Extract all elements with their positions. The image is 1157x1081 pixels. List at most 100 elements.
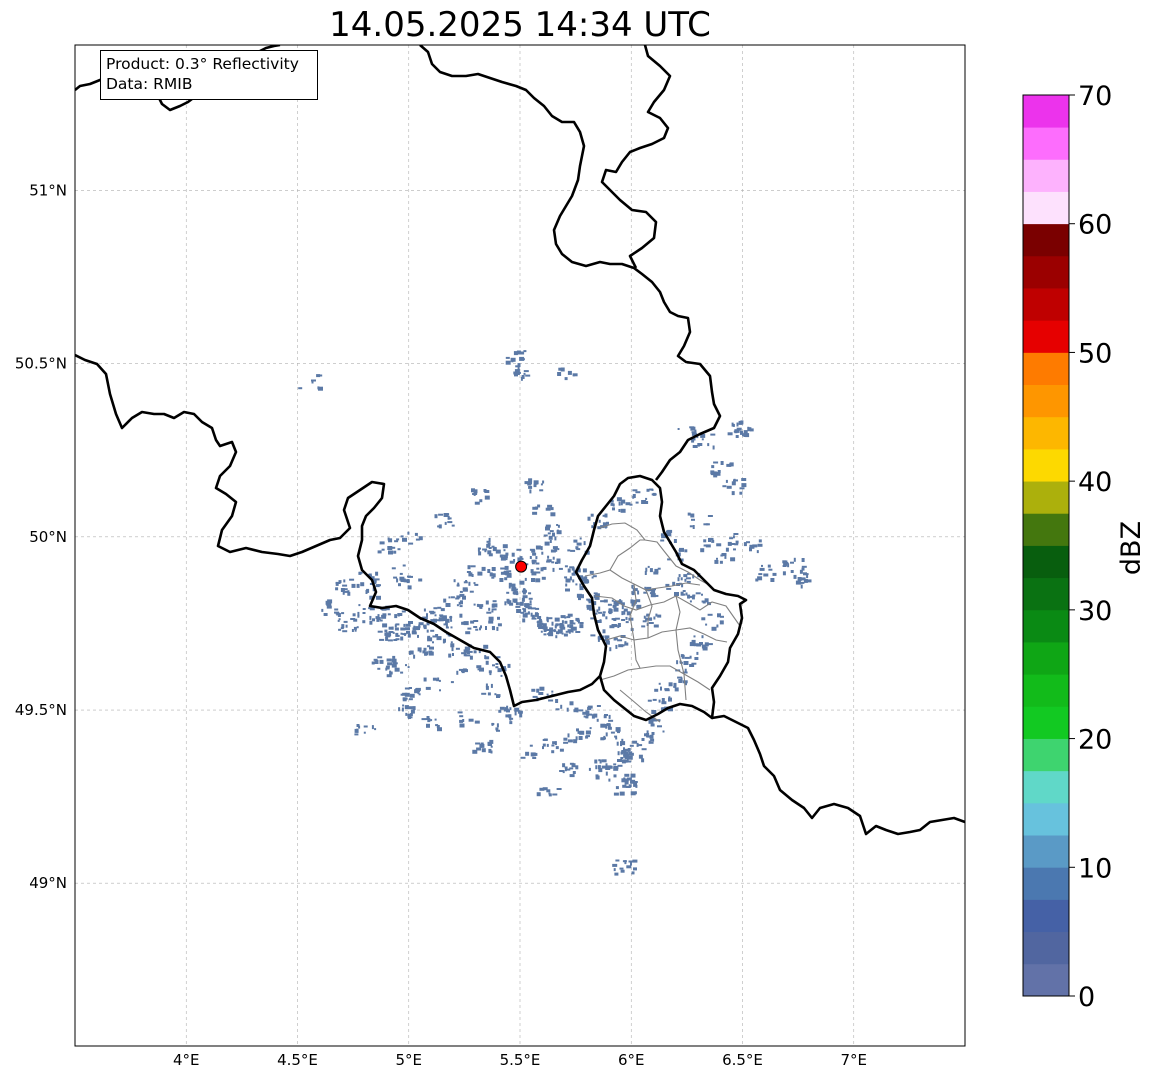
echo-pixel	[452, 653, 454, 656]
echo-pixel	[531, 754, 534, 757]
echo-pixel	[445, 603, 451, 607]
echo-pixel	[743, 542, 747, 547]
border-luxembourg	[574, 474, 748, 722]
echo-pixel	[432, 635, 437, 638]
echo-pixel	[544, 541, 550, 546]
echo-pixel	[509, 707, 512, 711]
colorbar-segment	[1023, 577, 1069, 611]
echo-pixel	[443, 513, 449, 517]
echo-pixel	[578, 596, 581, 601]
echo-pixel	[677, 577, 680, 582]
echo-pixel	[479, 667, 484, 672]
echo-pixel	[649, 488, 654, 491]
echo-pixel	[497, 668, 502, 673]
echo-pixel	[627, 748, 631, 751]
echo-pixel	[519, 602, 522, 606]
echo-pixel	[415, 687, 421, 691]
echo-pixel	[732, 535, 735, 539]
lat-tick-label: 49°N	[29, 874, 67, 892]
echo-pixel	[369, 583, 373, 585]
echo-pixel	[523, 350, 527, 353]
map-area[interactable]	[75, 45, 965, 1046]
echo-pixel	[546, 743, 549, 747]
echo-pixel	[466, 571, 471, 573]
echo-pixel	[621, 611, 624, 616]
colorbar-tick-label: 20	[1078, 725, 1112, 756]
echo-pixel	[528, 597, 533, 600]
echo-pixel	[674, 687, 679, 692]
echo-pixel	[502, 666, 506, 670]
echo-pixel	[488, 553, 493, 557]
echo-pixel	[477, 668, 481, 671]
echo-pixel	[571, 568, 575, 571]
echo-pixel	[658, 682, 661, 685]
colorbar-segment	[1023, 95, 1069, 128]
echo-pixel	[335, 587, 339, 591]
echo-pixel	[414, 532, 418, 536]
echo-pixel	[605, 616, 608, 620]
echo-pixel	[379, 638, 385, 641]
echo-pixel	[701, 593, 703, 596]
echo-pixel	[409, 687, 412, 689]
echo-pixel	[650, 723, 655, 727]
echo-pixel	[559, 748, 564, 752]
echo-pixel	[541, 551, 544, 555]
echo-pixel	[450, 641, 453, 644]
echo-pixel	[488, 670, 492, 674]
echo-pixel	[492, 664, 495, 667]
echo-pixel	[731, 422, 734, 427]
colorbar-tick-label: 30	[1078, 596, 1112, 627]
echo-pixel	[433, 618, 437, 623]
echo-pixel	[602, 613, 606, 617]
echo-pixel	[436, 636, 442, 641]
echo-pixel	[492, 600, 497, 603]
echo-pixel	[521, 597, 525, 602]
echo-pixel	[519, 601, 524, 606]
echo-pixel	[374, 578, 380, 581]
echo-pixel	[474, 501, 480, 505]
echo-pixel	[648, 741, 654, 744]
echo-pixel	[546, 789, 551, 793]
echo-pixel	[569, 566, 575, 569]
echo-pixel	[560, 704, 563, 709]
echo-pixel	[505, 360, 511, 365]
echo-pixel	[558, 567, 563, 570]
echo-pixel	[563, 737, 568, 741]
echo-pixel	[372, 618, 375, 622]
echo-pixel	[799, 581, 805, 584]
echo-pixel	[564, 565, 568, 568]
echo-pixel	[579, 622, 584, 624]
echo-pixel	[555, 623, 559, 627]
echo-pixel	[720, 554, 724, 557]
echo-pixel	[625, 753, 630, 758]
echo-pixel	[398, 583, 401, 587]
echo-pixel	[459, 715, 464, 718]
echo-pixel	[553, 629, 556, 633]
echo-pixel	[625, 621, 629, 624]
echo-pixel	[565, 588, 570, 592]
echo-pixel	[651, 589, 656, 594]
echo-pixel	[631, 591, 635, 596]
echo-pixel	[377, 656, 383, 659]
echo-pixel	[682, 671, 688, 674]
echo-pixel	[607, 723, 611, 728]
echo-pixel	[649, 568, 653, 573]
echo-pixel	[434, 718, 437, 721]
echo-pixel	[392, 662, 398, 665]
echo-pixel	[492, 573, 496, 578]
echo-pixel	[485, 656, 490, 660]
colorbar-tick-label: 60	[1078, 210, 1112, 241]
echo-pixel	[352, 613, 356, 617]
echo-pixel	[406, 630, 410, 634]
echo-pixel	[633, 782, 638, 787]
echo-pixel	[514, 711, 517, 716]
echo-pixel	[678, 679, 683, 683]
echo-pixel	[401, 610, 406, 613]
echo-pixel	[491, 626, 494, 630]
echo-pixel	[407, 585, 412, 590]
echo-pixel	[410, 709, 415, 714]
echo-pixel	[807, 579, 812, 583]
echo-pixel	[341, 624, 345, 629]
radar-site-marker[interactable]	[515, 560, 528, 573]
echo-pixel	[360, 582, 365, 587]
